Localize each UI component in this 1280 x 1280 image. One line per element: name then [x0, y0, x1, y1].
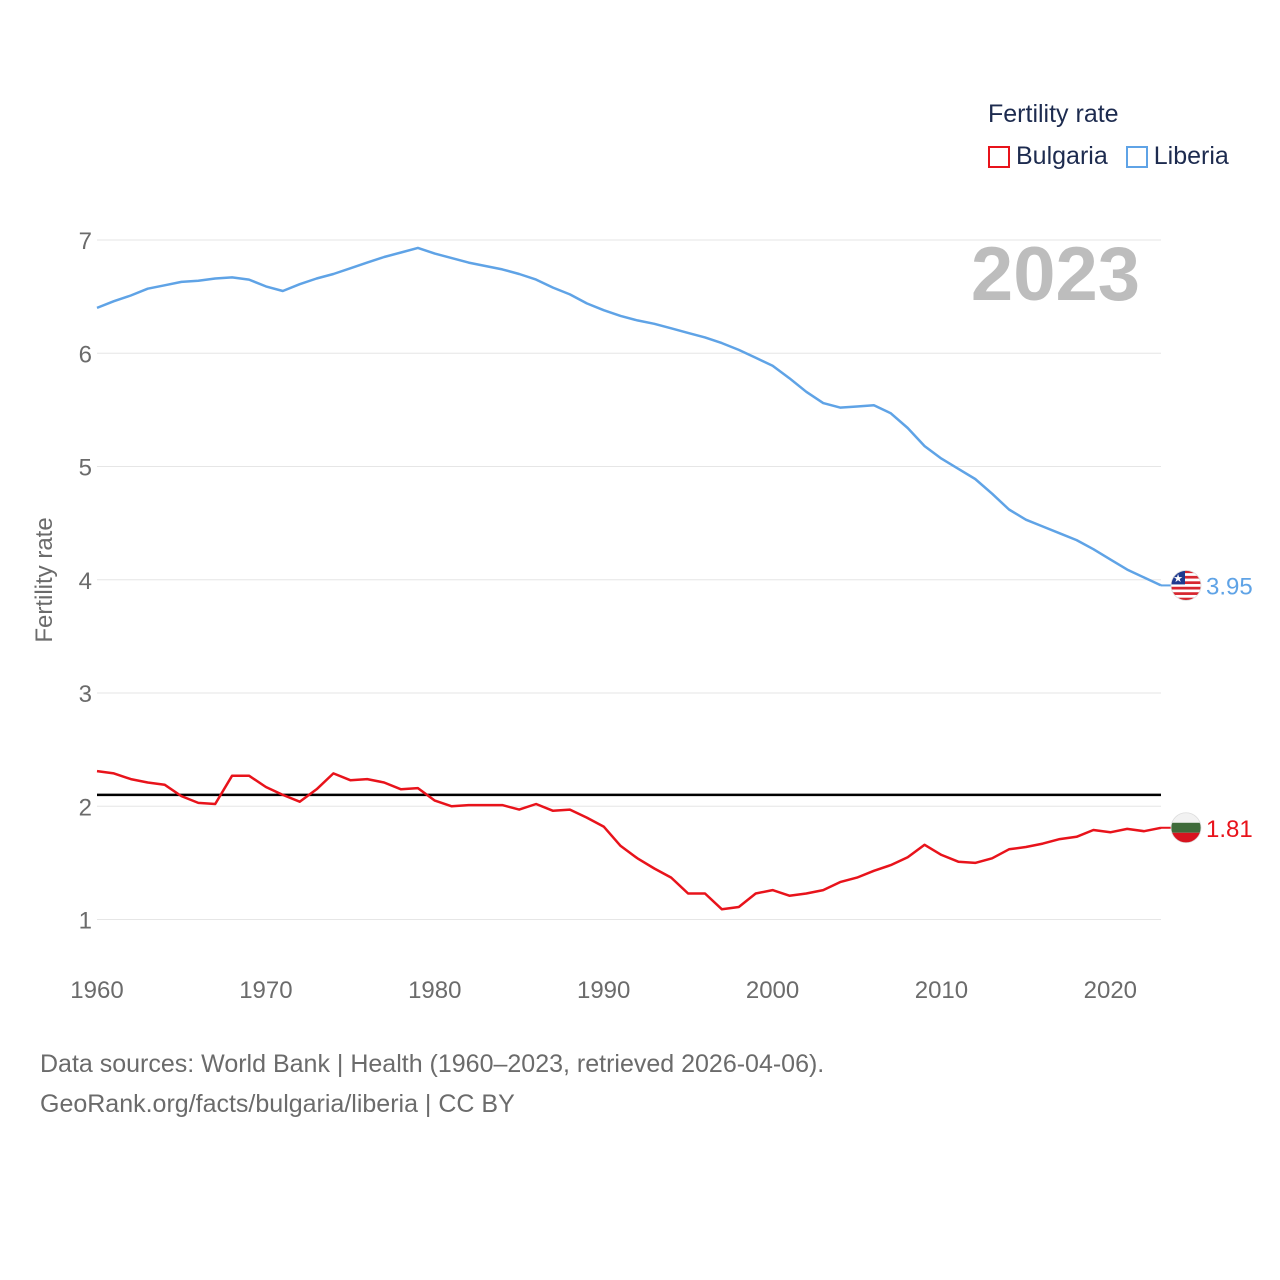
- legend-title: Fertility rate: [988, 100, 1119, 128]
- end-markers: ★ 3.95 1.81: [1161, 570, 1253, 844]
- series-lines: [96, 246, 1162, 911]
- legend-item-liberia[interactable]: Liberia: [1125, 142, 1229, 171]
- grid-lines: [97, 239, 1161, 920]
- end-value-label-liberia: 3.95: [1206, 573, 1253, 600]
- x-tick-label: 2010: [915, 977, 968, 1004]
- x-tick-label: 2000: [746, 977, 799, 1004]
- legend-label-bulgaria: Bulgaria: [1016, 142, 1108, 170]
- y-tick-label: 2: [79, 794, 92, 821]
- legend-item-bulgaria[interactable]: Bulgaria: [988, 142, 1108, 171]
- y-tick-label: 4: [79, 568, 92, 595]
- svg-text:★: ★: [1173, 572, 1183, 585]
- y-tick-label: 6: [79, 341, 92, 368]
- series-line-liberia[interactable]: [96, 246, 1162, 587]
- x-tick-label: 1990: [577, 977, 630, 1004]
- y-tick-label: 1: [79, 908, 92, 935]
- x-axis-ticks: 1960 1970 1980 1990 2000 2010 2020: [70, 977, 1137, 1004]
- legend-swatch-liberia: [1125, 145, 1148, 168]
- liberia-flag-icon: ★: [1170, 570, 1202, 601]
- legend-label-liberia: Liberia: [1153, 142, 1229, 170]
- y-tick-label: 7: [79, 228, 92, 255]
- y-axis-ticks: 1 2 3 4 5 6 7: [79, 228, 92, 935]
- legend: Bulgaria Liberia: [988, 142, 1247, 171]
- y-axis-label: Fertility rate: [31, 517, 58, 642]
- footer: Data sources: World Bank | Health (1960–…: [40, 1044, 824, 1124]
- x-tick-label: 2020: [1084, 977, 1137, 1004]
- x-tick-label: 1980: [408, 977, 461, 1004]
- data-source-text: Data sources: World Bank | Health (1960–…: [40, 1050, 825, 1078]
- year-badge: 2023: [971, 232, 1140, 317]
- series-line-bulgaria[interactable]: [96, 769, 1162, 911]
- y-tick-label: 3: [79, 681, 92, 708]
- source-link[interactable]: GeoRank.org/facts/bulgaria/liberia | CC …: [40, 1090, 515, 1118]
- bulgaria-flag-icon: [1170, 812, 1202, 844]
- y-tick-label: 5: [79, 455, 92, 482]
- legend-swatch-bulgaria: [988, 145, 1010, 168]
- end-value-label-bulgaria: 1.81: [1206, 816, 1253, 843]
- x-tick-label: 1970: [239, 977, 292, 1004]
- x-tick-label: 1960: [70, 977, 123, 1004]
